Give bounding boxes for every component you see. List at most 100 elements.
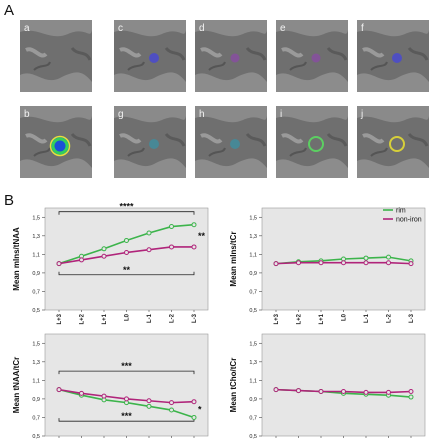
x-tick-label: L+2 (297, 313, 303, 324)
y-tick-label: 1,5 (249, 215, 257, 221)
x-tick-label: L-2 (387, 313, 393, 323)
mri-tile-g: g (114, 106, 186, 178)
y-axis-label: Mean tNAA/tCr (12, 357, 21, 413)
x-tick-label: L-1 (147, 313, 153, 323)
data-point-non-iron (56, 261, 62, 267)
data-point-non-iron (79, 390, 84, 396)
significance-bracket-top (58, 211, 195, 215)
data-point-rim (124, 237, 129, 243)
y-tick-label: 1,1 (249, 378, 257, 384)
mri-tile-label: g (118, 109, 124, 120)
y-tick-label: 0,5 (32, 308, 40, 314)
data-point-rim (146, 403, 152, 409)
mri-tile-label: h (199, 109, 205, 120)
y-tick-label: 1,1 (32, 378, 40, 384)
mri-tile-a: a (20, 20, 92, 92)
significance-label-right: ** (198, 231, 206, 241)
mri-tile-b: b (20, 106, 92, 178)
y-tick-label: 1,5 (249, 341, 257, 347)
data-point-non-iron (124, 250, 129, 256)
y-tick-label: 0,7 (32, 289, 40, 295)
mri-tile-d: d (195, 20, 267, 92)
y-axis-label: Mean mIns/tNAA (12, 227, 21, 291)
x-tick-label: L0 (125, 313, 131, 321)
y-tick-label: 1,5 (32, 215, 40, 221)
significance-label-top: **** (119, 202, 134, 212)
x-tick-label: L+1 (102, 313, 108, 324)
x-tick-label: L0 (342, 313, 348, 321)
data-point-non-iron (318, 260, 324, 266)
data-point-non-iron (146, 398, 152, 404)
mri-tile-e: e (276, 20, 348, 92)
data-point-non-iron (341, 388, 346, 394)
mri-tile-label: f (361, 23, 364, 34)
data-point-non-iron (408, 388, 414, 394)
data-point-non-iron (386, 389, 391, 395)
plot-area (261, 333, 426, 437)
data-point-non-iron (408, 261, 414, 267)
significance-label-bottom: *** (121, 411, 132, 421)
mri-tile-c: c (114, 20, 186, 92)
data-point-non-iron (191, 244, 197, 250)
y-tick-label: 1,3 (32, 360, 40, 366)
data-point-non-iron (273, 387, 279, 393)
x-tick-label: L-3 (192, 313, 198, 323)
data-point-non-iron (146, 247, 152, 253)
data-point-non-iron (169, 400, 174, 406)
chart-2: 0,5 0,7 0,9 1,1 1,3 1,5 L+3 L+2 L+1 L0 L-1 L-2 L-3 Me… (229, 207, 426, 325)
data-point-non-iron (79, 257, 84, 263)
y-tick-label: 0,5 (249, 308, 257, 314)
mri-tile-label: j (361, 109, 364, 120)
data-point-non-iron (386, 260, 391, 266)
line-charts-panel: 0,5 0,7 0,9 1,1 1,3 1,5 L+3 L+2 L+1 L0 L-1 L-2 L-3 Me… (12, 202, 426, 440)
chart-4: 0,50,70,91,11,31,5L+3L+2L+1L0L-1L-2L-3Me… (229, 333, 426, 440)
plot-area (44, 207, 209, 311)
panel-b-label: B (4, 192, 15, 209)
mri-tile-j: j (357, 106, 429, 178)
x-tick-label: L+3 (274, 313, 280, 324)
data-point-rim (169, 224, 174, 230)
mri-tile-label: e (280, 23, 286, 34)
mri-image-grid: a b c d e f g h i j (0, 20, 434, 192)
data-point-rim (191, 414, 197, 420)
legend-label-non-iron: non-iron (396, 217, 422, 224)
mri-tile-label: a (24, 23, 30, 34)
data-point-non-iron (101, 253, 107, 259)
plot-area (44, 333, 209, 437)
data-point-rim (386, 254, 391, 260)
significance-label-right: * (198, 405, 202, 415)
y-tick-label: 0,5 (249, 434, 257, 440)
y-tick-label: 0,7 (249, 289, 257, 295)
y-tick-label: 0,5 (32, 434, 40, 440)
x-tick-label: L+3 (57, 313, 63, 324)
mri-tile-label: b (24, 109, 30, 120)
data-point-non-iron (56, 387, 62, 393)
chart-legend: rim non-iron (383, 208, 422, 224)
significance-bracket-top (58, 370, 195, 375)
mri-tile-label: c (118, 23, 123, 34)
mri-tile-label: i (280, 109, 283, 120)
mri-tile-label: d (199, 23, 205, 34)
y-tick-label: 1,3 (249, 234, 257, 240)
data-point-rim (191, 222, 197, 228)
data-point-non-iron (124, 396, 129, 402)
legend-label-rim: rim (396, 208, 406, 215)
y-tick-label: 1,1 (249, 252, 257, 258)
data-point-non-iron (191, 399, 197, 405)
y-tick-label: 1,5 (32, 341, 40, 347)
y-axis-label: Mean mIns/tCr (229, 231, 238, 286)
significance-bracket-bottom (58, 271, 195, 276)
panel-a-label: A (4, 2, 15, 19)
data-point-non-iron (273, 261, 279, 267)
significance-label-bottom: ** (123, 265, 131, 275)
y-tick-label: 0,9 (32, 397, 40, 403)
data-point-rim (169, 407, 174, 413)
y-tick-label: 1,3 (32, 234, 40, 240)
data-point-rim (363, 255, 369, 261)
data-point-rim (146, 230, 152, 236)
y-tick-label: 0,7 (249, 415, 257, 421)
x-tick-label: L+2 (80, 313, 86, 324)
data-point-non-iron (101, 393, 107, 399)
x-tick-label: L-2 (170, 313, 176, 323)
chart-1: 0,5 0,7 0,9 1,1 1,3 1,5 L+3 L+2 L+1 L0 L-1 L-2 L-3 Me… (12, 202, 209, 325)
